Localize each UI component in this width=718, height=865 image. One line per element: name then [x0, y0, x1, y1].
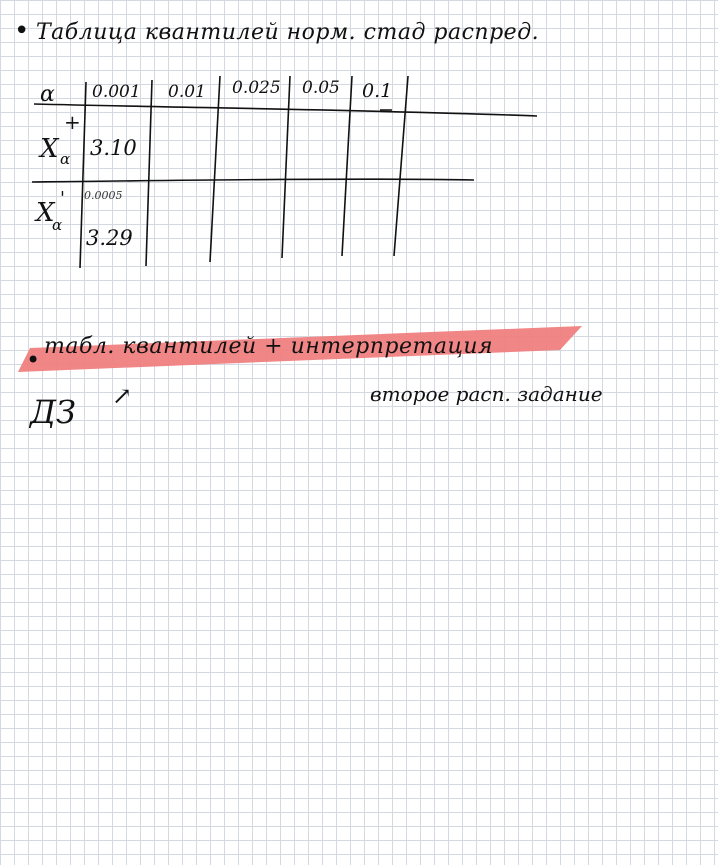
table-col-header: 0.001: [92, 82, 141, 102]
table-col-header: 0.01: [168, 82, 206, 102]
table-cell-note: 0.0005: [84, 189, 123, 202]
row-label-sup: +: [64, 110, 81, 134]
table-col-header: 0.1: [362, 80, 393, 102]
heading-text: Таблица квантилей норм. стад распред.: [36, 20, 540, 45]
row-label-sub: α: [60, 150, 71, 168]
table-col-line-4: [341, 75, 353, 257]
table-row-rule: [31, 178, 475, 183]
highlight-text: табл. квантилей + интерпретация: [44, 334, 494, 359]
row-label: X: [40, 134, 59, 164]
highlight-band: [18, 326, 582, 372]
homework-label: ДЗ: [30, 393, 76, 431]
homework-arrow-icon: ↗: [112, 382, 133, 410]
table-alpha-label: α: [40, 82, 55, 107]
highlight-bullet: •: [26, 346, 41, 374]
table-col-line-5: [393, 75, 409, 257]
row-label-sup: ': [60, 188, 65, 209]
heading-bullet: •: [14, 16, 30, 46]
table-col-line-3: [281, 75, 291, 259]
row-label-sub: α: [52, 216, 63, 234]
table-cell-value: 3.29: [86, 226, 133, 250]
table-header-rule: [33, 103, 538, 117]
table-col-line-1: [145, 79, 153, 267]
table-cell-value: 3.10: [90, 136, 137, 160]
table-col-header: 0.05: [302, 78, 340, 98]
table-col-line-0: [79, 81, 87, 269]
table-col-line-2: [209, 75, 221, 263]
homework-note: второе расп. задание: [370, 382, 603, 406]
row-label: X: [36, 198, 55, 228]
table-col-header: 0.025: [232, 78, 281, 98]
